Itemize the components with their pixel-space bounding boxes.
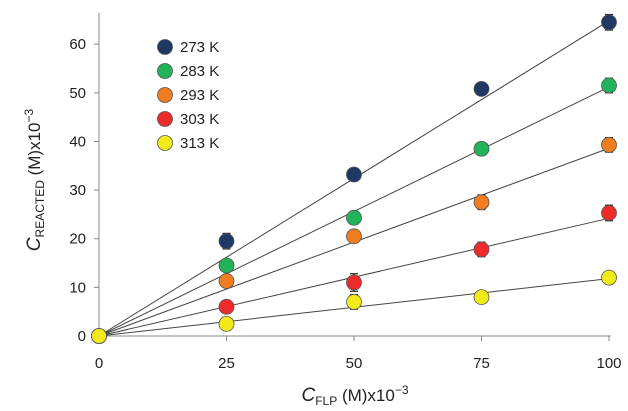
legend-marker [157,87,173,103]
data-points [91,14,617,344]
y-tick-label: 0 [78,328,86,345]
data-point [473,194,490,211]
x-tick-label: 0 [95,355,103,372]
data-point [601,14,617,31]
data-point [473,140,490,157]
data-point [346,228,362,245]
axis-titles: CFLP (M)x10−3 CREACTED (M)x10−3 [22,108,409,408]
legend-label: 283 K [180,63,219,80]
data-point [473,289,490,305]
x-tick-label: 75 [473,355,490,372]
data-point [218,315,235,332]
legend-label: 273 K [180,39,219,56]
legend-marker [157,111,173,127]
y-tick-label: 30 [69,182,86,199]
y-tick-label: 20 [69,231,86,248]
data-point [601,77,617,94]
data-point [218,233,235,250]
y-tick-label: 60 [69,36,86,53]
data-point [601,205,617,221]
legend-label: 293 K [180,87,219,104]
data-point [218,298,235,315]
y-tick-label: 10 [69,279,86,296]
data-point [346,166,362,183]
data-point [473,241,490,258]
error-bars [222,13,613,331]
data-point [346,209,362,226]
x-axis-title: CFLP (M)x10−3 [301,383,408,408]
legend-marker [157,63,173,79]
axes: 0 10 20 30 40 50 60 0 25 50 75 100 [69,13,622,372]
data-point [91,328,107,344]
y-tick-label: 40 [69,133,86,150]
x-tick-label: 25 [218,355,235,372]
legend-label: 303 K [180,111,219,128]
data-point [473,81,490,97]
data-point [218,257,235,274]
data-point [601,136,617,153]
data-point [346,274,362,291]
y-axis-title: CREACTED (M)x10−3 [22,108,47,251]
legend: 273 K 283 K 293 K 303 K 313 K [157,39,219,152]
legend-label: 313 K [180,135,219,152]
data-point [218,273,235,289]
x-tick-label: 50 [346,355,363,372]
legend-marker [157,39,173,55]
legend-marker [157,135,173,151]
x-tick-label: 100 [596,355,621,372]
y-tick-label: 50 [69,85,86,102]
data-point [346,294,362,310]
data-point [601,269,617,286]
